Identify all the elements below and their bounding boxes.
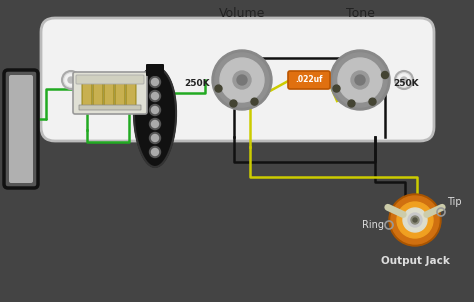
Circle shape	[230, 100, 237, 107]
Circle shape	[413, 218, 417, 222]
Circle shape	[152, 149, 158, 156]
Circle shape	[149, 133, 161, 143]
FancyBboxPatch shape	[9, 75, 33, 183]
Circle shape	[215, 85, 222, 92]
Circle shape	[212, 50, 272, 110]
FancyBboxPatch shape	[73, 72, 147, 114]
Circle shape	[237, 75, 247, 85]
FancyBboxPatch shape	[93, 77, 103, 109]
Circle shape	[382, 72, 389, 79]
FancyBboxPatch shape	[115, 77, 125, 109]
Circle shape	[62, 71, 80, 89]
Circle shape	[333, 53, 387, 107]
Circle shape	[215, 53, 269, 107]
Circle shape	[233, 71, 251, 89]
FancyBboxPatch shape	[79, 105, 141, 110]
Circle shape	[398, 74, 410, 86]
Circle shape	[149, 91, 161, 101]
Circle shape	[149, 118, 161, 130]
Circle shape	[397, 202, 433, 238]
Text: Tone: Tone	[346, 7, 374, 20]
FancyBboxPatch shape	[126, 77, 136, 109]
FancyBboxPatch shape	[41, 18, 434, 141]
Circle shape	[411, 216, 419, 224]
Text: 250K: 250K	[184, 79, 210, 88]
Circle shape	[395, 71, 413, 89]
Circle shape	[152, 107, 158, 114]
Circle shape	[68, 77, 74, 83]
Text: 250K: 250K	[393, 79, 419, 88]
Circle shape	[403, 208, 427, 232]
Circle shape	[149, 104, 161, 115]
Circle shape	[348, 100, 355, 107]
Polygon shape	[134, 67, 176, 167]
Circle shape	[333, 85, 340, 92]
Circle shape	[149, 76, 161, 88]
FancyBboxPatch shape	[288, 71, 330, 89]
Circle shape	[251, 98, 258, 105]
Text: Ring: Ring	[362, 220, 384, 230]
Circle shape	[351, 71, 369, 89]
FancyBboxPatch shape	[82, 77, 92, 109]
Circle shape	[330, 50, 390, 110]
Circle shape	[389, 194, 441, 246]
Circle shape	[220, 58, 264, 102]
Text: .022uf: .022uf	[295, 76, 323, 85]
FancyBboxPatch shape	[76, 75, 144, 84]
Circle shape	[355, 75, 365, 85]
Circle shape	[65, 74, 77, 86]
Circle shape	[338, 58, 382, 102]
Circle shape	[152, 79, 158, 85]
Circle shape	[152, 134, 158, 142]
Text: Output Jack: Output Jack	[381, 256, 449, 266]
FancyBboxPatch shape	[146, 64, 164, 76]
Text: Volume: Volume	[219, 7, 265, 20]
Circle shape	[391, 196, 439, 244]
FancyBboxPatch shape	[4, 70, 38, 188]
FancyBboxPatch shape	[104, 77, 114, 109]
Text: Tip: Tip	[447, 197, 462, 207]
Circle shape	[152, 120, 158, 127]
Circle shape	[152, 92, 158, 99]
Circle shape	[149, 146, 161, 158]
Circle shape	[369, 98, 376, 105]
Circle shape	[408, 213, 422, 227]
Circle shape	[401, 77, 407, 83]
